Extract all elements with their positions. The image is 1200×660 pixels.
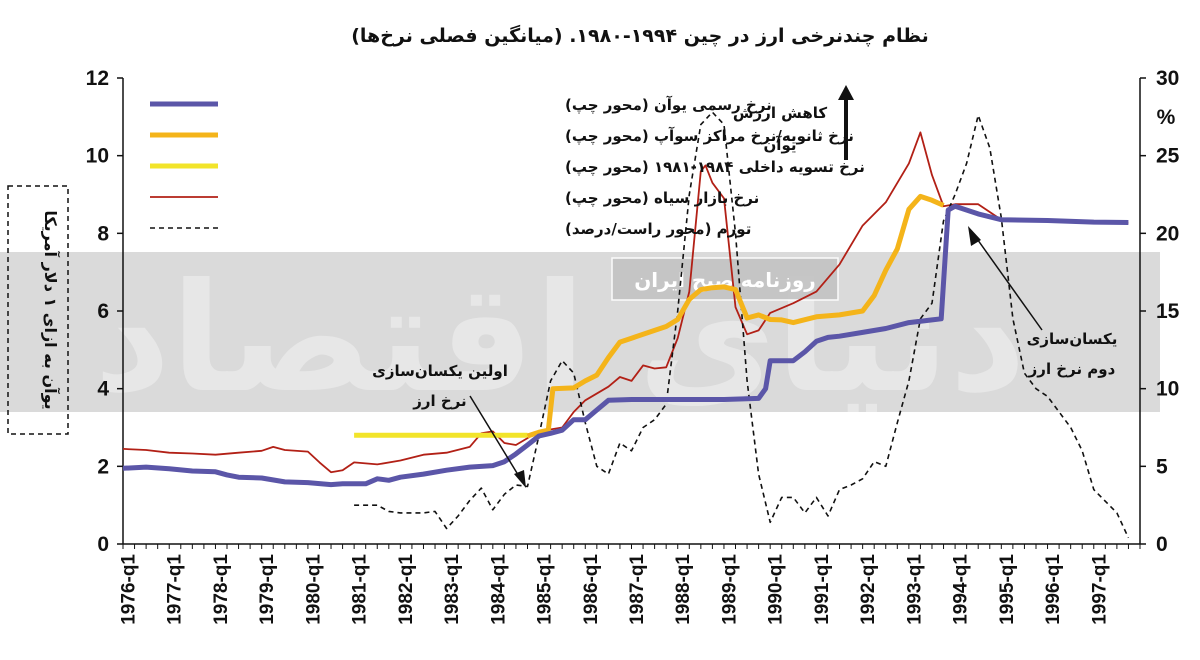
- legend-label-1: نرخ ثانویه/نرخ مراکز سوآپ (محور چپ): [565, 127, 854, 146]
- y-right-tick-label: 15: [1156, 300, 1180, 323]
- y-right-tick-label: 10: [1156, 378, 1179, 401]
- y-left-tick-label: 0: [97, 533, 109, 556]
- x-tick-label: 1995-q1: [997, 554, 1018, 625]
- first-unification-line1: اولین یکسان‌سازی: [372, 362, 508, 380]
- x-tick-label: 1987-q1: [627, 554, 648, 625]
- x-tick-label: 1990-q1: [766, 554, 787, 625]
- x-tick-label: 1981-q1: [350, 554, 371, 625]
- x-tick-label: 1978-q1: [211, 554, 232, 625]
- x-tick-label: 1996-q1: [1043, 554, 1064, 625]
- second-unification-line1: یکسان‌سازی: [1027, 330, 1118, 348]
- annotations: کاهش ارزش یوآن اولین یکسان‌سازی نرخ ارز یکسا…: [372, 85, 1117, 488]
- right-axis-unit: %: [1157, 106, 1176, 129]
- watermark-logo-text: دنیای اقتصاد: [94, 252, 1027, 426]
- x-tick-label: 1991-q1: [812, 554, 833, 625]
- x-tick-label: 1983-q1: [442, 554, 463, 625]
- first-unification-line2: نرخ ارز: [412, 392, 466, 410]
- first-unification-arrow-head: [514, 470, 526, 488]
- legend-label-4: تورم (محور راست/درصد): [565, 220, 751, 238]
- x-tick-label: 1992-q1: [858, 554, 879, 625]
- watermark-logo: دنیای اقتصاد: [94, 252, 1027, 426]
- x-tick-label: 1977-q1: [165, 554, 186, 625]
- y-left-tick-label: 6: [97, 300, 109, 323]
- x-tick-label: 1984-q1: [488, 554, 509, 625]
- left-axis-label-box: [7, 185, 69, 435]
- y-left-tick-label: 10: [86, 145, 109, 168]
- watermark-source-box: روزنامه صبح ایران: [611, 257, 839, 301]
- x-tick-label: 1989-q1: [719, 554, 740, 625]
- series-line-3: [122, 131, 1129, 474]
- legend-label-2: نرخ تسویه داخلی ۱۹۸۴-۱۹۸۱ (محور چپ): [565, 158, 865, 177]
- x-tick-label: 1982-q1: [396, 554, 417, 625]
- second-unification-arrow-head: [968, 226, 981, 246]
- devaluation-label-line2: یوآن: [764, 136, 797, 154]
- legend-label-3: نرخ بازار سیاه (محور چپ): [565, 189, 759, 208]
- y-right-tick-label: 20: [1156, 222, 1179, 245]
- x-tick-label: 1997-q1: [1089, 554, 1110, 625]
- y-right-tick-label: 0: [1156, 533, 1168, 556]
- series-line-1: [526, 193, 945, 439]
- y-left-tick-label: 2: [97, 455, 109, 478]
- x-tick-label: 1993-q1: [904, 554, 925, 625]
- x-tick-label: 1979-q1: [257, 554, 278, 625]
- devaluation-arrow-head: [838, 85, 854, 100]
- x-tick-label: 1980-q1: [303, 554, 324, 625]
- legend-label-0: نرخ رسمی یوآن (محور چپ): [565, 96, 772, 115]
- y-left-tick-label: 8: [97, 222, 109, 245]
- second-unification-line2: دوم نرخ ارز: [1028, 360, 1116, 378]
- y-left-tick-label: 12: [86, 67, 109, 90]
- series-layer: [122, 111, 1130, 539]
- devaluation-label-line1: کاهش ارزش: [733, 104, 828, 122]
- y-right-tick-label: 5: [1156, 455, 1168, 478]
- x-tick-label: 1994-q1: [951, 554, 972, 625]
- x-tick-label: 1986-q1: [581, 554, 602, 625]
- x-tick-label: 1985-q1: [535, 554, 556, 625]
- x-tick-label: 1976-q1: [119, 554, 140, 625]
- y-left-tick-label: 4: [97, 378, 109, 401]
- y-right-tick-label: 25: [1156, 145, 1180, 168]
- series-line-0: [122, 203, 1129, 488]
- left-axis-label: یوآن به ازای ۱ دلار آمریکا: [41, 210, 61, 409]
- x-tick-label: 1988-q1: [673, 554, 694, 625]
- y-right-tick-label: 30: [1156, 67, 1179, 90]
- chart-title: نظام چندنرخی ارز در چین ۱۹۹۴-۱۹۸۰. (میان…: [351, 24, 929, 47]
- second-unification-arrow-line: [974, 235, 1043, 331]
- legend: نرخ رسمی یوآن (محور چپ) نرخ ثانویه/نرخ مر…: [150, 96, 865, 238]
- first-unification-arrow-line: [469, 395, 521, 479]
